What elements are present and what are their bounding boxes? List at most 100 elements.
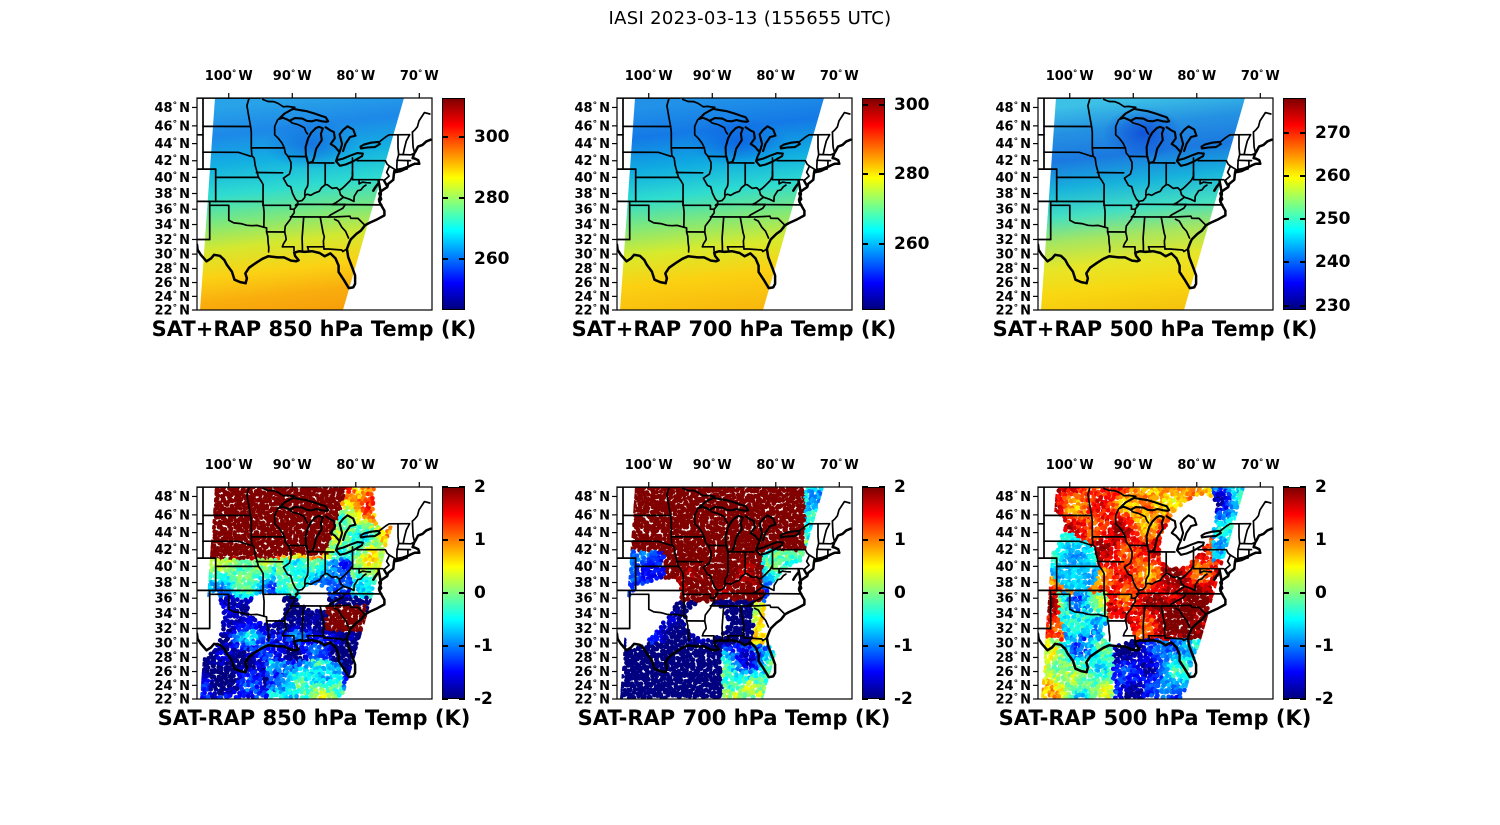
lat-tick-label: 24° N	[996, 290, 1031, 305]
colorbar-tick-label: 260	[894, 233, 930, 254]
colorbar-tick-mark	[442, 196, 448, 199]
lat-tick-label: 34° N	[575, 607, 610, 622]
colorbar-tick-mark	[879, 539, 885, 541]
colorbar-tick-mark	[459, 592, 465, 594]
lat-tick-label: 46° N	[155, 119, 190, 134]
lat-tick-label: 24° N	[996, 679, 1031, 694]
lat-tick-label: 24° N	[155, 290, 190, 305]
colorbar-tick-mark	[862, 539, 868, 541]
lat-tick-label: 22° N	[155, 693, 190, 708]
lat-tick-label: 38° N	[996, 576, 1031, 591]
lon-tick-label: 70° W	[400, 458, 439, 473]
lon-tick-label: 90° W	[693, 458, 732, 473]
colorbar-tick-mark	[459, 257, 465, 260]
lon-tick-label: 90° W	[1114, 458, 1153, 473]
panel-sat-plus-rap-500: 100° W 90° W 80° W 70° W 48° N 46° N 44° N 42° N 40° N 38°…	[978, 53, 1378, 373]
axis-ticks: 100° W 90° W 80° W 70° W 48° N 46° N 44° N 42° N 40° N38°…	[155, 69, 439, 319]
colorbar-tick-mark	[1283, 592, 1289, 594]
colorbar-tick-label: 0	[894, 583, 906, 603]
lat-tick-label: 36° N	[155, 592, 190, 607]
lat-tick-label: 48° N	[575, 101, 610, 116]
lon-tick-label: 90° W	[273, 69, 312, 84]
map-frame	[1037, 486, 1274, 700]
map-sat_plus_rap_700: 100° W 90° W 80° W 70° W 48° N 46° N 44° N 42° N 40° N38°…	[575, 69, 859, 319]
colorbar-tick-label: -2	[1315, 689, 1334, 709]
lon-tick-label: 80° W	[756, 458, 795, 473]
lat-tick-label: 28° N	[155, 262, 190, 277]
lat-tick-label: 26° N	[575, 665, 610, 680]
colorbar-tick-mark	[1300, 304, 1306, 307]
lat-tick-label: 44° N	[996, 526, 1031, 541]
colorbar	[442, 98, 465, 310]
lat-tick-label: 42° N	[155, 543, 190, 558]
lon-tick-label: 90° W	[1114, 69, 1153, 84]
lat-tick-label: 36° N	[575, 592, 610, 607]
colorbar-tick-mark	[1283, 131, 1289, 134]
state-borders	[197, 487, 432, 679]
lon-tick-label: 100° W	[1046, 458, 1094, 473]
axis-ticks: 100° W 90° W 80° W 70° W 48° N 46° N 44° N 42° N 40° N38°…	[575, 69, 859, 319]
lon-tick-label: 100° W	[1046, 69, 1094, 84]
lat-tick-label: 30° N	[996, 637, 1031, 652]
lat-tick-label: 40° N	[575, 560, 610, 575]
colorbar-tick-mark	[459, 539, 465, 541]
lat-tick-label: 48° N	[155, 490, 190, 505]
lat-tick-label: 40° N	[996, 171, 1031, 186]
colorbar-tick-mark	[1283, 174, 1289, 177]
lat-tick-label: 38° N	[575, 576, 610, 591]
lon-tick-label: 80° W	[1177, 458, 1216, 473]
map-sat_minus_rap_700: 100° W 90° W 80° W 70° W 48° N 46° N 44° N 42° N 40° N38°…	[575, 458, 859, 708]
colorbar-tick-mark	[1300, 218, 1306, 221]
state-borders	[617, 487, 852, 679]
lon-tick-label: 100° W	[625, 458, 673, 473]
colorbar-tick-mark	[862, 592, 868, 594]
colorbar-tick-mark	[1283, 486, 1289, 488]
map-sat_minus_rap_500: 100° W 90° W 80° W 70° W 48° N 46° N 44° N 42° N 40° N38°…	[996, 458, 1280, 708]
panel-title: SAT+RAP 850 hPa Temp (K)	[151, 317, 477, 341]
lon-tick-label: 90° W	[693, 69, 732, 84]
colorbar-tick-label: 2	[1315, 477, 1327, 497]
state-borders	[197, 98, 432, 290]
lat-tick-label: 46° N	[575, 119, 610, 134]
colorbar-tick-label: -2	[474, 689, 493, 709]
colorbar-tick-mark	[1300, 539, 1306, 541]
map-sat_plus_rap_850: 100° W 90° W 80° W 70° W 48° N 46° N 44° N 42° N 40° N38°…	[155, 69, 439, 319]
colorbar-tick-mark	[442, 698, 448, 700]
panel-title: SAT+RAP 700 hPa Temp (K)	[571, 317, 897, 341]
colorbar-tick-mark	[442, 486, 448, 488]
lon-tick-label: 80° W	[336, 458, 375, 473]
lat-tick-label: 36° N	[996, 203, 1031, 218]
lat-tick-label: 30° N	[996, 248, 1031, 263]
lat-tick-label: 26° N	[155, 665, 190, 680]
colorbar-tick-mark	[1283, 218, 1289, 221]
colorbar-tick-mark	[879, 173, 885, 176]
lat-tick-label: 38° N	[155, 187, 190, 202]
colorbar-tick-label: -1	[474, 636, 493, 656]
lon-tick-label: 100° W	[625, 69, 673, 84]
colorbar-tick-label: 240	[1315, 252, 1351, 273]
colorbar-tick-mark	[442, 136, 448, 139]
lat-tick-label: 34° N	[996, 218, 1031, 233]
state-borders	[1038, 98, 1273, 290]
colorbar-tick-mark	[1300, 698, 1306, 700]
lat-tick-label: 34° N	[575, 218, 610, 233]
lat-tick-label: 22° N	[155, 304, 190, 319]
lat-tick-label: 30° N	[155, 637, 190, 652]
lat-tick-label: 30° N	[575, 248, 610, 263]
colorbar-tick-label: 0	[474, 583, 486, 603]
colorbar-tick-mark	[442, 592, 448, 594]
lat-tick-label: 32° N	[575, 622, 610, 637]
lat-tick-label: 48° N	[996, 101, 1031, 116]
lat-tick-label: 46° N	[996, 119, 1031, 134]
colorbar-tick-mark	[862, 698, 868, 700]
lat-tick-label: 42° N	[155, 154, 190, 169]
lon-tick-label: 70° W	[1241, 458, 1280, 473]
colorbar-tick-label: 280	[894, 164, 930, 185]
lat-tick-label: 30° N	[575, 637, 610, 652]
colorbar-tick-label: -1	[894, 636, 913, 656]
colorbar-tick-mark	[459, 196, 465, 199]
colorbar-tick-mark	[459, 645, 465, 647]
colorbar-tick-mark	[1300, 592, 1306, 594]
panel-title: SAT-RAP 700 hPa Temp (K)	[577, 706, 891, 730]
lon-tick-label: 70° W	[820, 69, 859, 84]
